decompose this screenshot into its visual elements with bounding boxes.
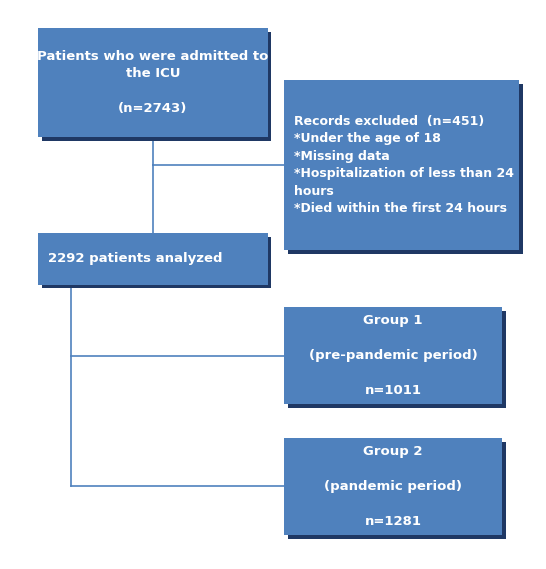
FancyBboxPatch shape (284, 80, 519, 250)
Text: Group 2

(pandemic period)

n=1281: Group 2 (pandemic period) n=1281 (324, 445, 462, 528)
FancyBboxPatch shape (38, 233, 268, 284)
FancyBboxPatch shape (42, 32, 271, 141)
FancyBboxPatch shape (288, 311, 506, 408)
Text: 2292 patients analyzed: 2292 patients analyzed (48, 253, 223, 265)
Text: Records excluded  (n=451)
*Under the age of 18
*Missing data
*Hospitalization of: Records excluded (n=451) *Under the age … (294, 115, 514, 215)
FancyBboxPatch shape (288, 84, 523, 254)
FancyBboxPatch shape (288, 442, 506, 539)
Text: Patients who were admitted to
the ICU

(n=2743): Patients who were admitted to the ICU (n… (37, 50, 269, 116)
FancyBboxPatch shape (284, 438, 502, 535)
FancyBboxPatch shape (38, 28, 268, 137)
FancyBboxPatch shape (284, 307, 502, 404)
FancyBboxPatch shape (42, 237, 271, 288)
Text: Group 1

(pre-pandemic period)

n=1011: Group 1 (pre-pandemic period) n=1011 (308, 314, 478, 397)
